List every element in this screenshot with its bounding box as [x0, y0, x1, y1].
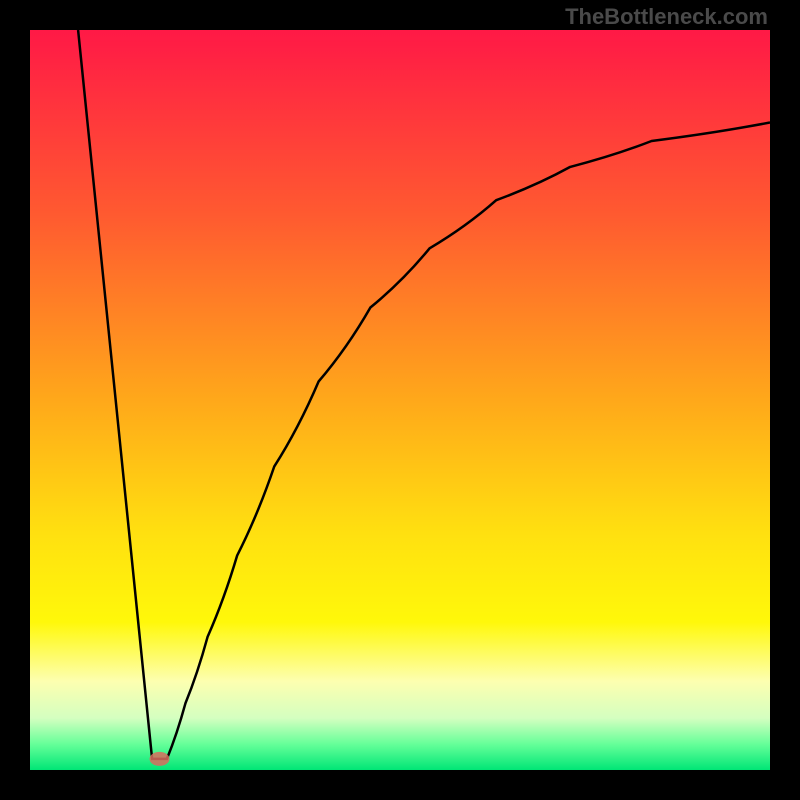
bottleneck-chart: TheBottleneck.com: [0, 0, 800, 800]
watermark-text: TheBottleneck.com: [565, 4, 768, 30]
minimum-marker: [150, 752, 170, 766]
plot-area: [30, 30, 770, 770]
curve-line: [30, 30, 770, 770]
